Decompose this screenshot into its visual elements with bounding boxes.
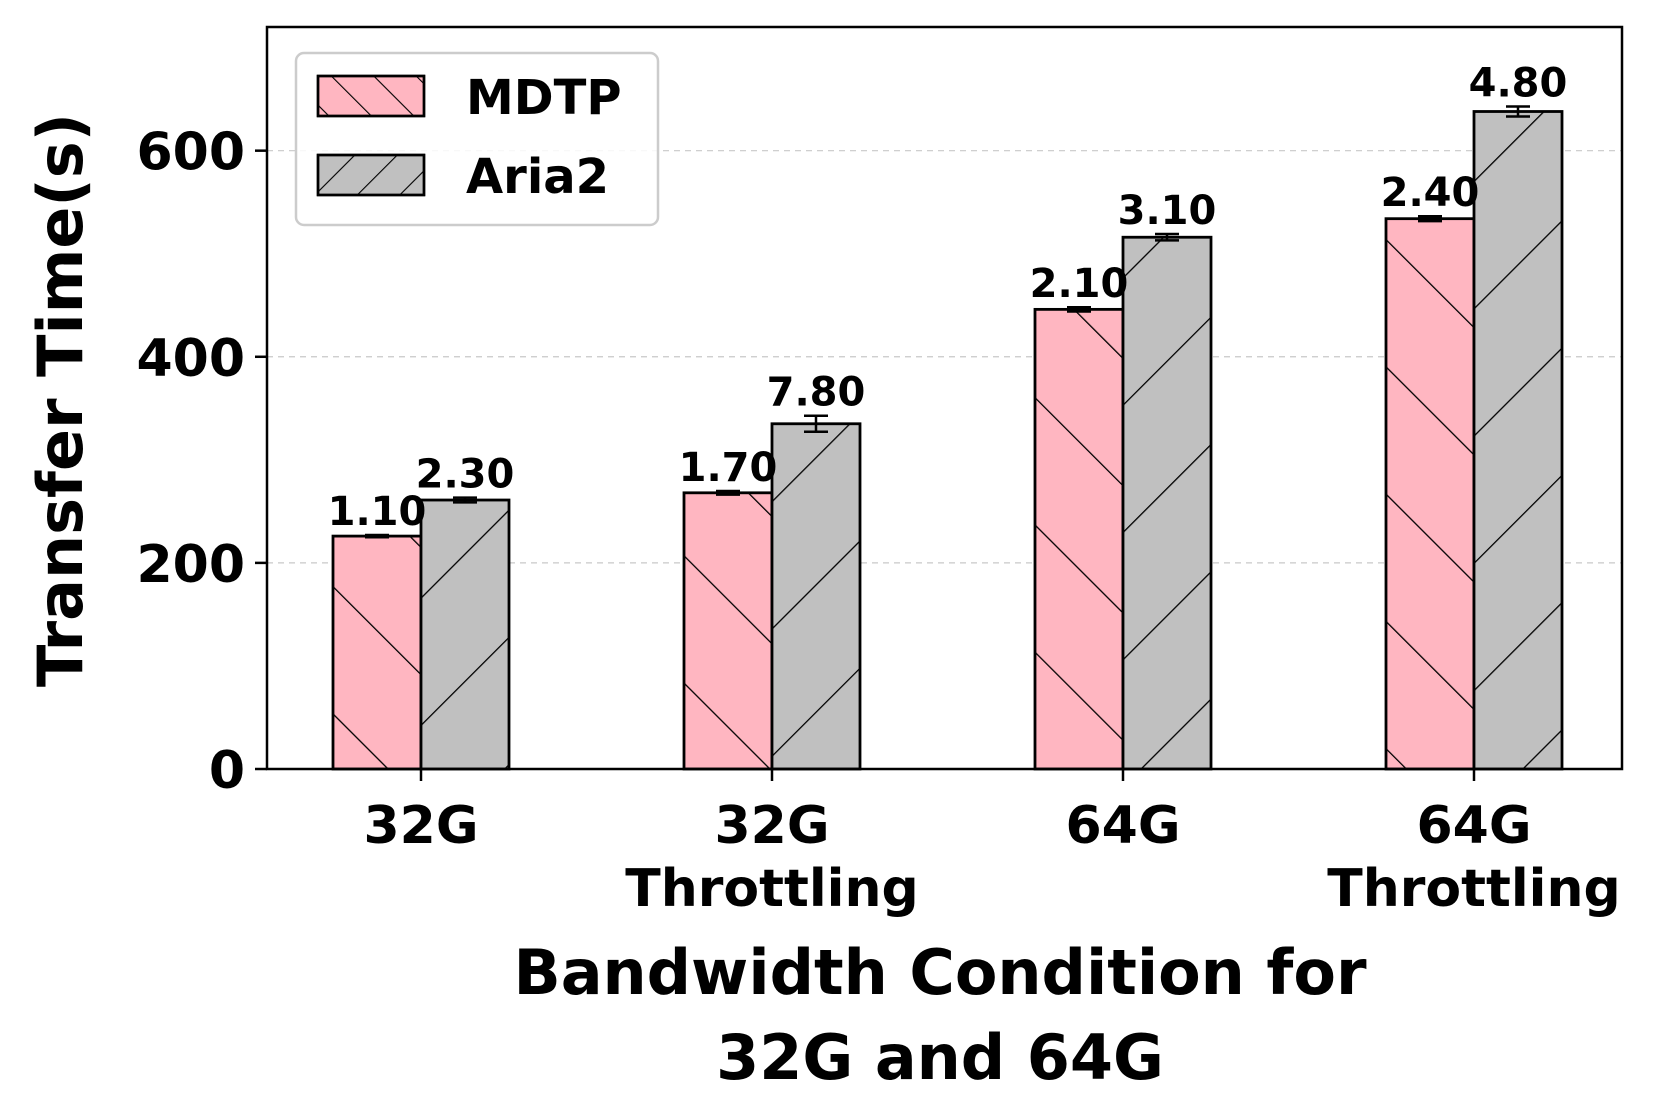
y-tick-label-400: 400	[136, 329, 245, 389]
data-label-aria2-3: 3.10	[1118, 188, 1217, 234]
y-tick-label-200: 200	[136, 535, 245, 595]
data-label-aria2-1: 2.30	[416, 452, 515, 498]
bar-hatch-aria2-1	[419, 498, 511, 771]
bar-hatch-mdtp-4	[1384, 217, 1476, 771]
x-axis-label-line-1: Bandwidth Condition for	[513, 936, 1367, 1009]
legend-label-mdtp: MDTP	[466, 70, 622, 126]
plot-frame	[265, 25, 1624, 771]
bar-hatch-aria2-4	[1472, 110, 1564, 771]
x-tick-label-2-line-1: 32G	[714, 796, 829, 856]
error-bars	[365, 105, 1530, 539]
x-tick-label-4-line-1: 64G	[1416, 796, 1531, 856]
legend-item-aria2: Aria2	[316, 149, 609, 205]
x-tick-label-1-line-1: 32G	[363, 796, 478, 856]
bar-hatch-mdtp-1	[331, 534, 423, 771]
bar-hatch-mdtp-3	[1033, 307, 1125, 771]
y-tick-label-600: 600	[136, 123, 245, 183]
data-label-mdtp-2: 1.70	[679, 445, 778, 491]
legend-swatch-mdtp-hatch	[316, 74, 426, 118]
data-label-mdtp-4: 2.40	[1381, 170, 1480, 216]
data-label-mdtp-1: 1.10	[328, 489, 427, 535]
data-label-aria2-4: 4.80	[1469, 61, 1568, 107]
data-label-aria2-2: 7.80	[767, 370, 866, 416]
legend: MDTP Aria2	[294, 51, 660, 227]
legend-swatch-aria2-hatch	[316, 153, 426, 197]
y-axis-ticks: 0 200 400 600	[136, 123, 267, 801]
x-tick-label-3-line-1: 64G	[1065, 796, 1180, 856]
bar-hatch-mdtp-2	[682, 491, 774, 771]
legend-item-mdtp: MDTP	[316, 70, 622, 126]
bar-hatch-aria2-2	[770, 422, 862, 771]
bar-hatch-aria2-3	[1121, 235, 1213, 771]
data-labels: 1.102.30 1.70 7.80 2.10 3.10 2.40 4.80	[328, 61, 1568, 535]
y-axis-label: Transfer Time(s)	[24, 113, 97, 687]
x-tick-label-2-line-2: Throttling	[625, 859, 918, 919]
y-tick-label-0: 0	[209, 741, 245, 801]
legend-label-aria2: Aria2	[466, 149, 609, 205]
x-axis-label-line-2: 32G and 64G	[716, 1021, 1164, 1094]
data-label-mdtp-3: 2.10	[1030, 261, 1129, 307]
x-tick-label-4-line-2: Throttling	[1327, 859, 1620, 919]
